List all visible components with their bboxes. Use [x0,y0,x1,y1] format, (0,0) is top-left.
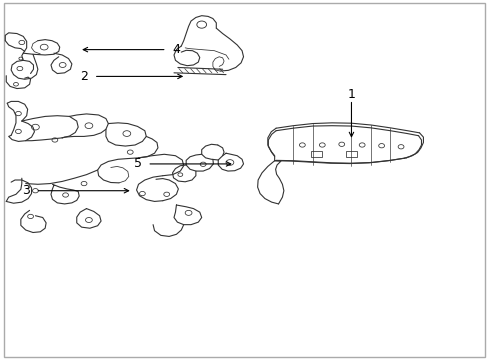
Text: 5: 5 [133,157,141,170]
Bar [310,151,322,157]
Text: 4: 4 [172,43,180,56]
Text: 3: 3 [22,184,30,197]
Text: 2: 2 [80,70,88,83]
Text: 1: 1 [347,88,355,101]
Bar [345,151,357,157]
